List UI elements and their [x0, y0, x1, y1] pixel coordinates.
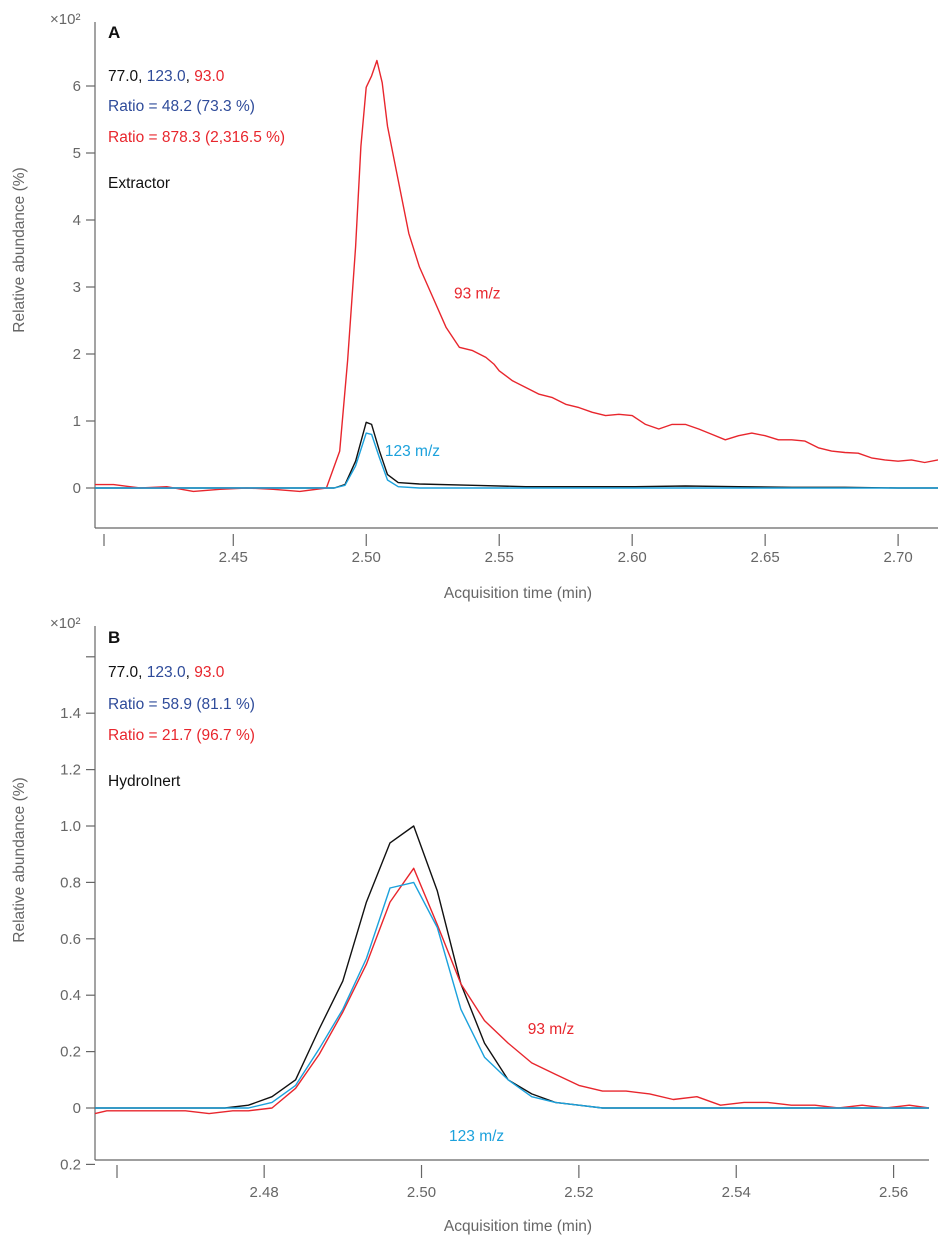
x-tick-label: 2.48 [250, 1184, 279, 1201]
series-annotation-label: 93 m/z [528, 1021, 575, 1038]
series-line-black [95, 421, 938, 489]
panel-a-annotations: 93 m/z 123 m/z [385, 286, 501, 460]
panel-a-axes: 0 1 2 3 4 5 6 2.45 2.50 2.55 2.60 2.65 2.70 [73, 22, 938, 566]
panel-b-ratio-red: Ratio = 21.7 (96.7 %) [108, 727, 255, 744]
panel-b-axes: 0.2 0 0.2 0.4 0.6 0.8 1.0 1.2 1.4 2.48 2.50 2.52 2.5… [60, 626, 929, 1201]
panel-a-series [95, 59, 938, 493]
y-tick-label: 4 [73, 212, 81, 229]
panel-a-ions-line: 77.0, 123.0, 93.0 [108, 68, 225, 85]
x-tick-label: 2.45 [219, 549, 248, 566]
panel-a-sample-name: Extractor [108, 175, 170, 192]
y-tick-label: 1 [73, 413, 81, 430]
series-line-red [95, 59, 938, 493]
panel-a-ion-93: 93.0 [194, 68, 225, 85]
panel-a-chart: ×10² A 77.0, 123.0, 93.0 Ratio = 48.2 (7… [11, 11, 938, 602]
x-tick-label: 2.56 [879, 1184, 908, 1201]
y-tick-label: 0 [73, 1100, 81, 1117]
x-tick-label: 2.60 [618, 549, 647, 566]
y-tick-label: 0.6 [60, 931, 81, 948]
panel-b-y-axis-label: Relative abundance (%) [11, 777, 28, 942]
series-line-red [94, 867, 930, 1115]
x-tick-label: 2.70 [884, 549, 913, 566]
panel-a-ion-77: 77.0 [108, 68, 139, 85]
panel-a-multiplier: ×10² [50, 11, 80, 28]
panel-b-annotations: 93 m/z 123 m/z [449, 1021, 574, 1145]
panel-b-ratio-blue: Ratio = 58.9 (81.1 %) [108, 696, 255, 713]
panel-a-x-axis-label: Acquisition time (min) [444, 585, 592, 602]
panel-b-letter: B [108, 628, 120, 647]
panel-b-chart: ×10² B 77.0, 123.0, 93.0 Ratio = 58.9 (8… [11, 615, 930, 1235]
panel-b-multiplier: ×10² [50, 615, 80, 632]
y-tick-label: 2 [73, 346, 81, 363]
series-annotation-label: 123 m/z [385, 443, 440, 460]
y-tick-label: 1.0 [60, 818, 81, 835]
y-tick-label: 1.2 [60, 762, 81, 779]
y-tick-label: 5 [73, 145, 81, 162]
x-tick-label: 2.55 [485, 549, 514, 566]
panel-b-sample-name: HydroInert [108, 773, 181, 790]
series-annotation-label: 123 m/z [449, 1128, 504, 1145]
x-tick-label: 2.65 [751, 549, 780, 566]
y-tick-label: 0.8 [60, 874, 81, 891]
panel-a-ion-123: 123.0 [147, 68, 186, 85]
panel-b-ion-93: 93.0 [194, 664, 225, 681]
y-tick-label: 1.4 [60, 705, 81, 722]
panel-a-ratio-red: Ratio = 878.3 (2,316.5 %) [108, 129, 285, 146]
panel-b-x-axis-label: Acquisition time (min) [444, 1218, 592, 1235]
series-annotation-label: 93 m/z [454, 286, 501, 303]
y-tick-label: 6 [73, 78, 81, 95]
panel-b-ion-77: 77.0 [108, 664, 139, 681]
panel-b-ions-line: 77.0, 123.0, 93.0 [108, 664, 225, 681]
y-tick-label: 0 [73, 480, 81, 497]
x-tick-label: 2.50 [407, 1184, 436, 1201]
x-tick-label: 2.54 [722, 1184, 751, 1201]
x-tick-label: 2.50 [352, 549, 381, 566]
y-tick-label: 0.2 [60, 1156, 81, 1173]
y-tick-label: 0.4 [60, 987, 81, 1004]
y-tick-label: 0.2 [60, 1044, 81, 1061]
series-line-cyan [95, 881, 929, 1109]
panel-a-letter: A [108, 23, 120, 42]
series-line-cyan [95, 432, 938, 489]
panel-a-y-axis-label: Relative abundance (%) [11, 167, 28, 332]
panel-b-ion-123: 123.0 [147, 664, 186, 681]
panel-b-series [94, 825, 930, 1115]
panel-a-ratio-blue: Ratio = 48.2 (73.3 %) [108, 98, 255, 115]
series-line-black [95, 825, 929, 1109]
x-tick-label: 2.52 [564, 1184, 593, 1201]
y-tick-label: 3 [73, 279, 81, 296]
